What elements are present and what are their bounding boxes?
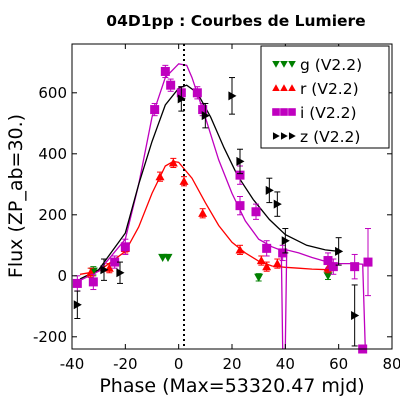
- data-point: [201, 111, 210, 121]
- data-point: [88, 277, 98, 287]
- legend-marker: [280, 84, 288, 92]
- data-point: [100, 265, 109, 275]
- data-point: [198, 105, 208, 115]
- x-tick-label: -20: [113, 355, 138, 373]
- data-point: [262, 262, 272, 271]
- plot-area: [72, 44, 373, 354]
- data-point: [198, 208, 208, 217]
- legend-marker: [272, 132, 280, 140]
- x-axis: -40 -20 0 20 40 60 80: [60, 44, 400, 373]
- y-tick-label: 200: [38, 206, 67, 224]
- legend-marker: [280, 108, 288, 116]
- legend-marker: [272, 60, 280, 68]
- data-point: [192, 88, 202, 98]
- data-point: [150, 105, 160, 115]
- data-point: [160, 66, 170, 76]
- data-point: [254, 273, 264, 282]
- legend-label: g (V2.2): [300, 56, 362, 74]
- data-point: [335, 246, 344, 256]
- y-axis-label: Flux (ZP_ab=30.): [5, 114, 27, 278]
- data-point: [177, 94, 186, 104]
- data-point: [281, 236, 290, 246]
- data-point: [166, 80, 176, 90]
- y-tick-label: 0: [57, 267, 67, 285]
- data-point: [73, 300, 82, 310]
- chart-title: 04D1pp : Courbes de Lumiere: [106, 12, 365, 30]
- data-point: [363, 257, 373, 267]
- legend-label: r (V2.2): [300, 80, 359, 98]
- data-point: [262, 243, 272, 253]
- x-tick-label: 80: [382, 355, 400, 373]
- legend-marker: [288, 108, 296, 116]
- fit-curve: [79, 160, 329, 275]
- y-tick-label: 600: [38, 84, 67, 102]
- data-point: [72, 278, 82, 288]
- x-tick-label: 20: [222, 355, 241, 373]
- legend-marker: [272, 84, 280, 92]
- data-point: [251, 207, 261, 217]
- data-point: [235, 170, 245, 180]
- data-point: [256, 256, 266, 265]
- data-point: [163, 253, 173, 262]
- x-axis-label: Phase (Max=53320.47 mjd): [99, 375, 364, 397]
- x-tick-label: -40: [60, 355, 85, 373]
- data-point: [265, 185, 274, 195]
- legend-marker: [280, 132, 288, 140]
- data-point: [272, 259, 282, 268]
- legend-label: i (V2.2): [300, 104, 357, 122]
- legend-marker: [288, 60, 296, 68]
- legend-label: z (V2.2): [300, 128, 360, 146]
- data-point: [120, 242, 130, 252]
- data-point: [235, 201, 245, 211]
- data-point: [323, 256, 333, 266]
- legend-marker: [280, 60, 288, 68]
- legend-marker: [288, 84, 296, 92]
- x-tick-label: 0: [174, 355, 184, 373]
- fit-curve: [79, 84, 339, 280]
- y-tick-label: 400: [38, 145, 67, 163]
- data-point: [110, 257, 120, 267]
- data-point: [328, 262, 338, 272]
- data-point: [350, 262, 360, 272]
- y-tick-label: -200: [33, 328, 67, 346]
- x-tick-label: 40: [276, 355, 295, 373]
- legend-marker: [272, 108, 280, 116]
- data-point: [235, 245, 245, 254]
- data-point: [116, 268, 125, 278]
- legend: g (V2.2) r (V2.2) i (V2.2) z (V2.2): [260, 45, 390, 149]
- data-point: [155, 172, 165, 181]
- data-point: [273, 199, 282, 209]
- legend-marker: [288, 132, 296, 140]
- data-point: [228, 91, 237, 101]
- y-axis: -200 0 200 400 600: [33, 84, 392, 346]
- data-point: [168, 158, 178, 167]
- x-tick-label: 60: [329, 355, 348, 373]
- data-point: [236, 156, 245, 166]
- data-point: [323, 272, 333, 281]
- data-point: [351, 310, 360, 320]
- data-point: [179, 176, 189, 185]
